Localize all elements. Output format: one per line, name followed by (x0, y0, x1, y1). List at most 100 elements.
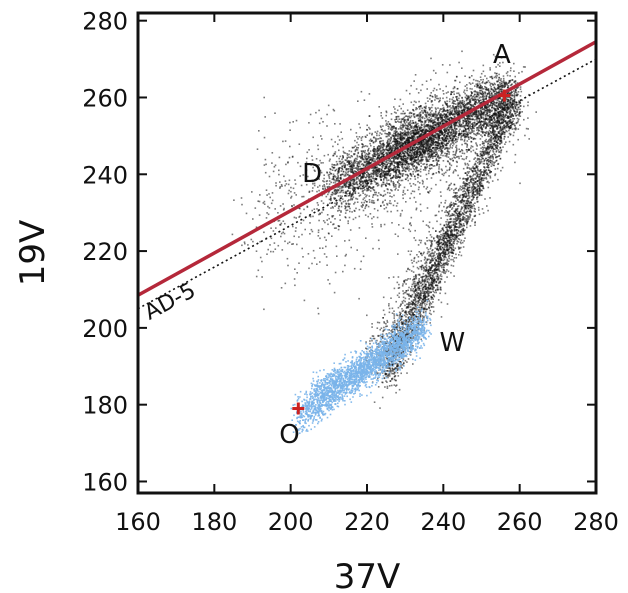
data-point (440, 152, 443, 154)
data-point (501, 99, 504, 102)
data-point (339, 195, 342, 197)
data-point (513, 80, 516, 83)
data-point (388, 126, 390, 128)
data-point (431, 134, 434, 136)
data-point (317, 168, 320, 171)
data-point (472, 122, 474, 124)
data-point (382, 162, 385, 164)
data-point (422, 148, 425, 150)
data-point (523, 118, 525, 121)
data-point (466, 87, 468, 89)
data-point (394, 132, 397, 135)
data-point (406, 127, 408, 130)
data-point (466, 84, 468, 86)
data-point (386, 179, 388, 182)
data-point (363, 180, 365, 182)
data-point (395, 128, 397, 130)
data-point (494, 110, 496, 112)
data-point (403, 141, 406, 143)
data-point (439, 134, 441, 137)
data-point (411, 125, 413, 127)
data-point (409, 126, 412, 129)
data-point (362, 150, 365, 152)
data-point (455, 103, 457, 105)
data-point (447, 150, 449, 153)
data-point (479, 117, 481, 120)
data-point (468, 131, 470, 133)
data-point (483, 118, 485, 120)
data-point (514, 82, 517, 85)
data-point (452, 113, 454, 116)
data-point (416, 125, 419, 128)
data-point (409, 157, 412, 160)
data-point (408, 121, 410, 124)
data-point (353, 177, 355, 179)
data-point (441, 107, 444, 110)
data-point (499, 96, 501, 98)
data-point (479, 113, 482, 115)
data-point (407, 179, 409, 182)
data-point (444, 148, 446, 150)
data-point (512, 90, 515, 92)
data-point (395, 131, 397, 133)
data-point (359, 182, 361, 185)
data-point (489, 67, 491, 69)
data-point (369, 190, 372, 192)
data-point (475, 148, 478, 150)
data-point (446, 102, 448, 105)
data-point (393, 194, 395, 197)
data-point (386, 163, 388, 166)
data-point (364, 149, 366, 152)
data-point (485, 98, 487, 100)
data-point (402, 150, 404, 153)
data-point (425, 148, 427, 150)
data-point (432, 128, 435, 131)
data-point (419, 111, 422, 114)
data-point (420, 140, 423, 143)
data-point (349, 181, 352, 183)
data-point (349, 207, 351, 210)
data-point (417, 161, 420, 164)
data-point (419, 145, 422, 147)
data-point (338, 157, 340, 160)
data-point (338, 168, 340, 170)
data-point (465, 106, 468, 108)
data-point (422, 145, 425, 148)
data-point (419, 140, 422, 142)
data-point (478, 102, 481, 105)
data-point (370, 178, 372, 181)
data-point (420, 158, 422, 161)
data-point (356, 169, 359, 172)
data-point (344, 175, 347, 177)
data-point (429, 142, 432, 145)
data-point (501, 107, 504, 109)
data-point (464, 130, 467, 132)
data-point (401, 166, 404, 169)
data-point (381, 149, 384, 152)
data-point (490, 94, 493, 97)
data-point (454, 139, 457, 141)
data-point (416, 135, 418, 138)
data-point (396, 157, 399, 160)
data-point (367, 181, 369, 183)
data-point (415, 146, 418, 148)
data-point (437, 142, 440, 144)
data-point (458, 122, 460, 124)
data-point (488, 92, 491, 94)
data-point (488, 97, 490, 99)
data-point (342, 191, 344, 194)
data-point (514, 101, 516, 103)
data-point (426, 158, 428, 160)
data-point (411, 163, 414, 166)
data-point (380, 185, 383, 188)
data-point (363, 197, 366, 199)
data-point (419, 148, 422, 151)
data-point (425, 129, 428, 131)
data-point (342, 160, 344, 163)
data-point (465, 97, 468, 100)
data-point (500, 109, 503, 112)
data-point (380, 163, 383, 165)
data-point (494, 83, 496, 86)
data-point (397, 120, 399, 123)
data-point (432, 144, 435, 146)
